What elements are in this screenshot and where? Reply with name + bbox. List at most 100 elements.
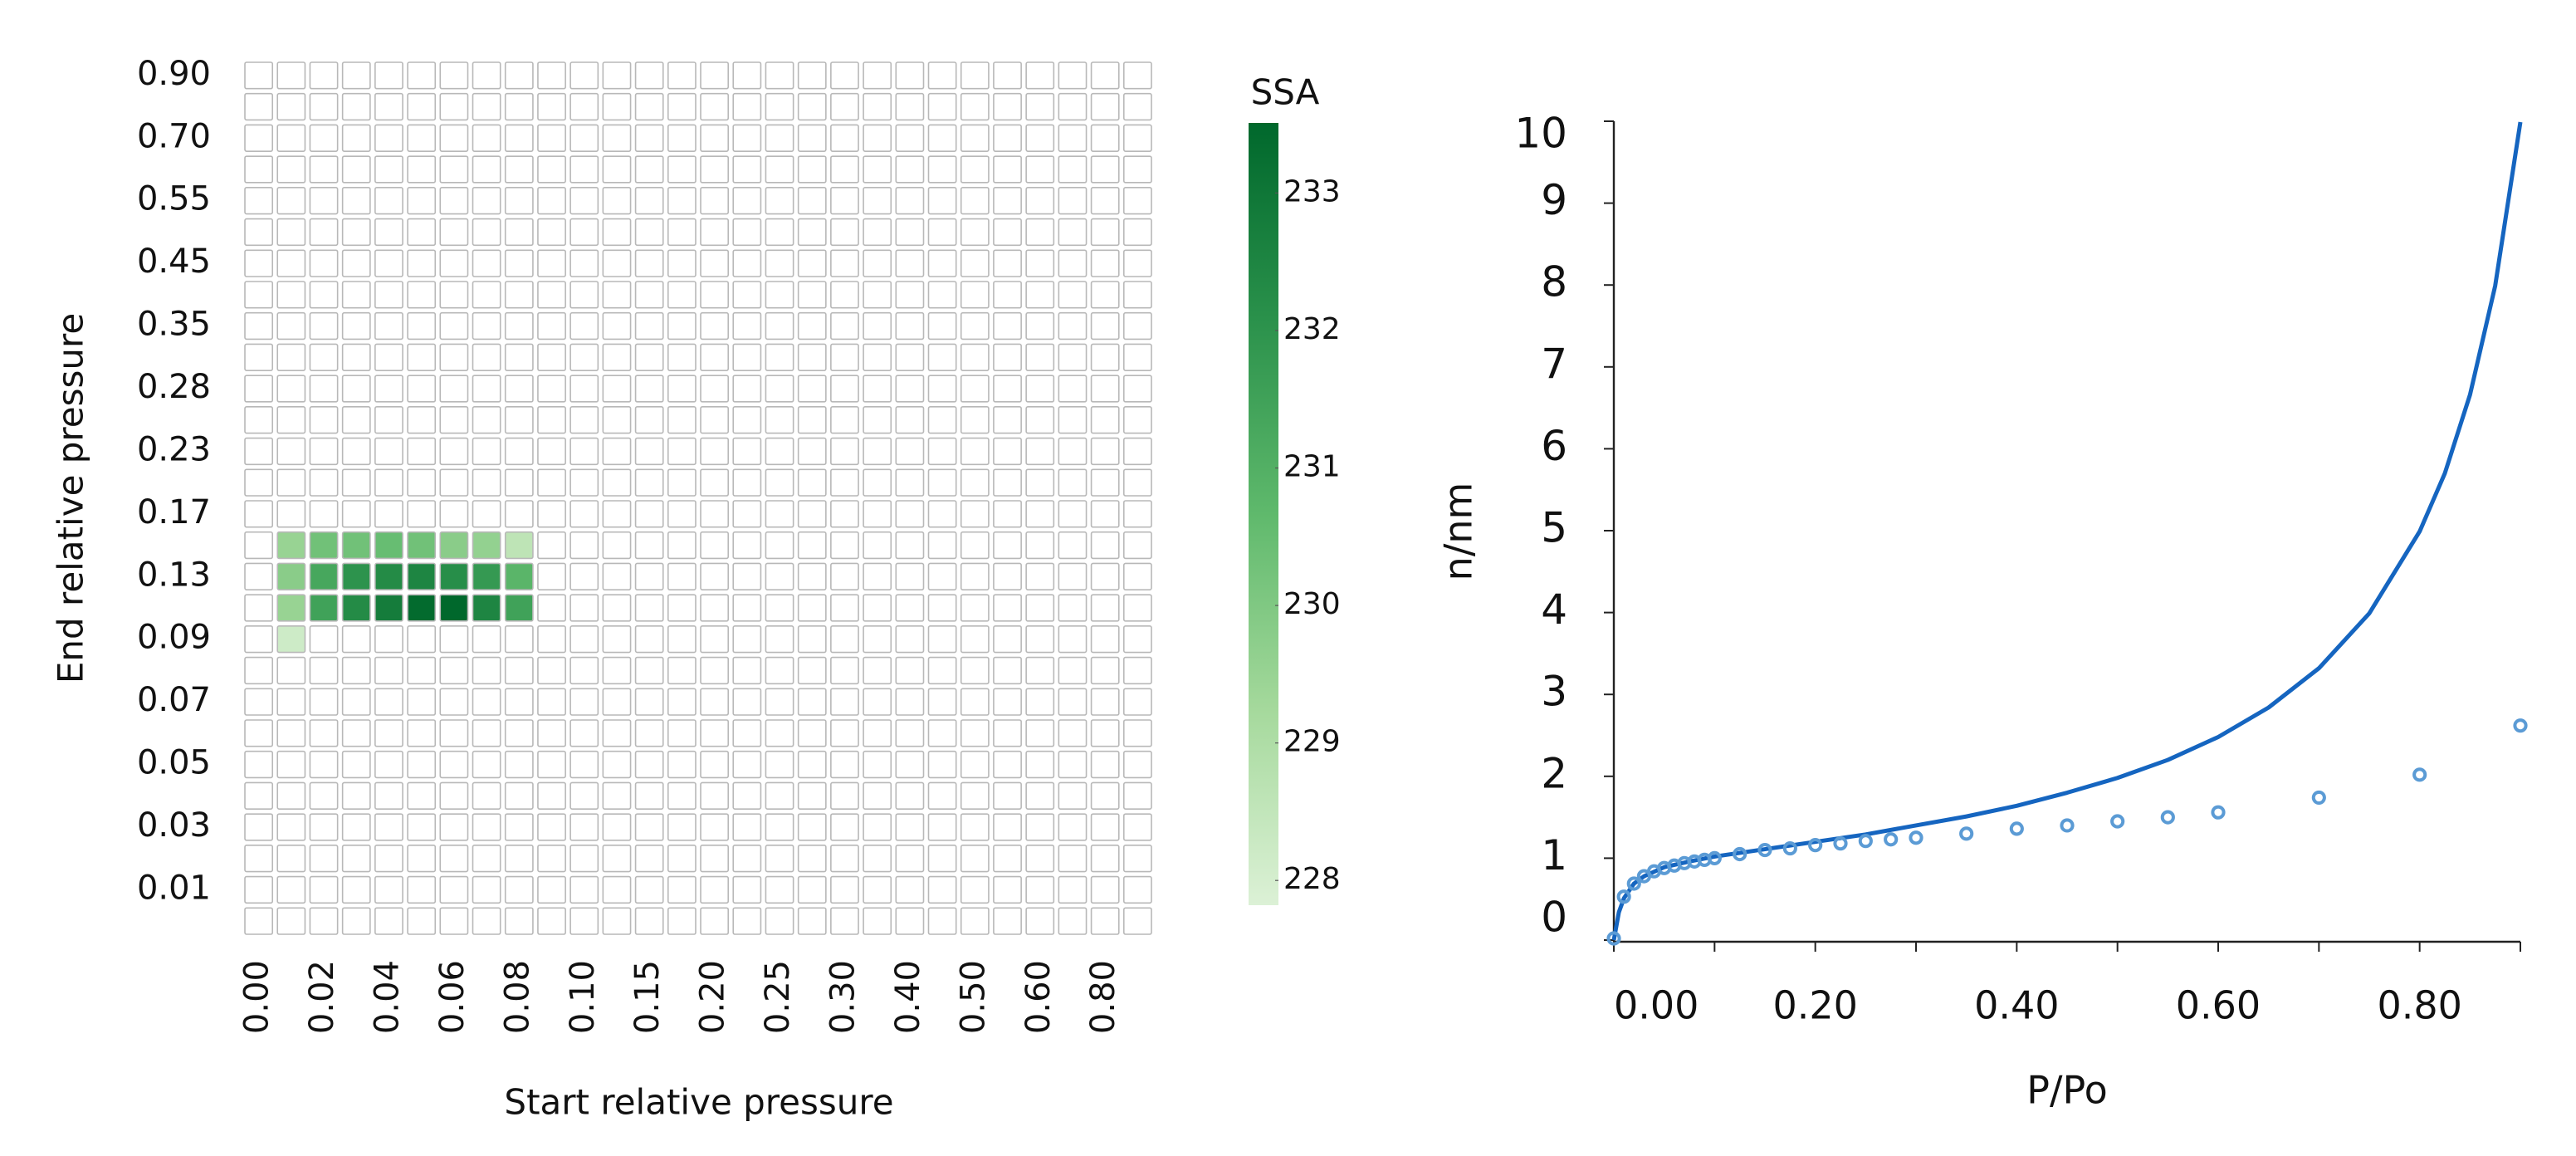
empty-cell bbox=[276, 468, 306, 497]
empty-cell bbox=[993, 688, 1022, 716]
x-tick-label: 0.08 bbox=[498, 960, 536, 1034]
empty-cell bbox=[472, 92, 501, 121]
data-point bbox=[2110, 814, 2125, 829]
empty-cell bbox=[895, 155, 925, 184]
empty-cell bbox=[439, 437, 469, 466]
empty-cell bbox=[1025, 61, 1055, 90]
empty-cell bbox=[732, 61, 762, 90]
empty-cell bbox=[667, 218, 697, 247]
empty-cell bbox=[667, 343, 697, 371]
empty-cell bbox=[1090, 500, 1120, 528]
empty-cell bbox=[569, 468, 599, 497]
empty-cell bbox=[960, 375, 990, 403]
empty-cell bbox=[537, 187, 566, 215]
empty-cell bbox=[927, 249, 957, 277]
empty-cell bbox=[667, 688, 697, 716]
empty-cell bbox=[797, 155, 827, 184]
empty-cell bbox=[407, 719, 437, 747]
empty-cell bbox=[732, 311, 762, 340]
empty-cell bbox=[667, 594, 697, 622]
empty-cell bbox=[830, 719, 859, 747]
empty-cell bbox=[993, 845, 1022, 873]
empty-cell bbox=[374, 406, 403, 434]
empty-cell bbox=[634, 594, 664, 622]
empty-cell bbox=[1058, 531, 1088, 560]
x-tick-label: 0.20 bbox=[694, 960, 732, 1034]
empty-cell bbox=[960, 531, 990, 560]
empty-cell bbox=[1090, 155, 1120, 184]
empty-cell bbox=[472, 625, 501, 654]
empty-cell bbox=[667, 500, 697, 528]
empty-cell bbox=[537, 155, 566, 184]
empty-cell bbox=[667, 750, 697, 779]
empty-cell bbox=[309, 500, 339, 528]
empty-cell bbox=[634, 311, 664, 340]
empty-cell bbox=[504, 92, 534, 121]
empty-cell bbox=[244, 437, 274, 466]
empty-cell bbox=[602, 845, 632, 873]
data-point bbox=[1616, 889, 1631, 904]
empty-cell bbox=[634, 845, 664, 873]
empty-cell bbox=[895, 218, 925, 247]
empty-cell bbox=[1025, 813, 1055, 841]
empty-cell bbox=[472, 468, 501, 497]
empty-cell bbox=[1058, 375, 1088, 403]
empty-cell bbox=[797, 500, 827, 528]
empty-cell bbox=[602, 343, 632, 371]
empty-cell bbox=[1058, 500, 1088, 528]
empty-cell bbox=[830, 343, 859, 371]
empty-cell bbox=[830, 656, 859, 685]
empty-cell bbox=[276, 281, 306, 309]
empty-cell bbox=[407, 155, 437, 184]
x-tick-label: 0.80 bbox=[2377, 983, 2461, 1028]
empty-cell bbox=[634, 218, 664, 247]
empty-cell bbox=[309, 155, 339, 184]
empty-cell bbox=[309, 437, 339, 466]
x-axis-title: Start relative pressure bbox=[504, 1082, 893, 1123]
x-tick-label: 0.02 bbox=[303, 960, 341, 1034]
data-point bbox=[1909, 830, 1923, 845]
empty-cell bbox=[863, 468, 892, 497]
empty-cell bbox=[993, 281, 1022, 309]
curve bbox=[1611, 121, 2523, 941]
empty-cell bbox=[1090, 562, 1120, 590]
empty-cell bbox=[1025, 249, 1055, 277]
empty-cell bbox=[667, 187, 697, 215]
empty-cell bbox=[341, 92, 371, 121]
empty-cell bbox=[504, 124, 534, 152]
empty-cell bbox=[863, 594, 892, 622]
y-tick-label: 0.17 bbox=[137, 493, 211, 531]
empty-cell bbox=[244, 468, 274, 497]
empty-cell bbox=[602, 187, 632, 215]
empty-cell bbox=[765, 281, 794, 309]
data-point bbox=[2211, 805, 2226, 820]
empty-cell bbox=[700, 875, 730, 904]
empty-cell bbox=[765, 813, 794, 841]
empty-cell bbox=[309, 719, 339, 747]
empty-cell bbox=[569, 375, 599, 403]
x-tick-label: 0.06 bbox=[433, 960, 472, 1034]
empty-cell bbox=[667, 719, 697, 747]
empty-cell bbox=[537, 249, 566, 277]
empty-cell bbox=[765, 500, 794, 528]
empty-cell bbox=[504, 813, 534, 841]
colorbar-tick-label: 228 bbox=[1283, 862, 1341, 896]
empty-cell bbox=[667, 92, 697, 121]
empty-cell bbox=[830, 437, 859, 466]
empty-cell bbox=[863, 813, 892, 841]
x-tick-label: 0.04 bbox=[368, 960, 406, 1034]
empty-cell bbox=[569, 750, 599, 779]
empty-cell bbox=[1090, 343, 1120, 371]
empty-cell bbox=[1090, 656, 1120, 685]
empty-cell bbox=[341, 124, 371, 152]
empty-cell bbox=[472, 311, 501, 340]
empty-cell bbox=[309, 375, 339, 403]
empty-cell bbox=[797, 124, 827, 152]
empty-cell bbox=[1122, 594, 1152, 622]
empty-cell bbox=[895, 61, 925, 90]
empty-cell bbox=[504, 625, 534, 654]
empty-cell bbox=[895, 781, 925, 810]
empty-cell bbox=[472, 781, 501, 810]
empty-cell bbox=[667, 531, 697, 560]
empty-cell bbox=[374, 500, 403, 528]
